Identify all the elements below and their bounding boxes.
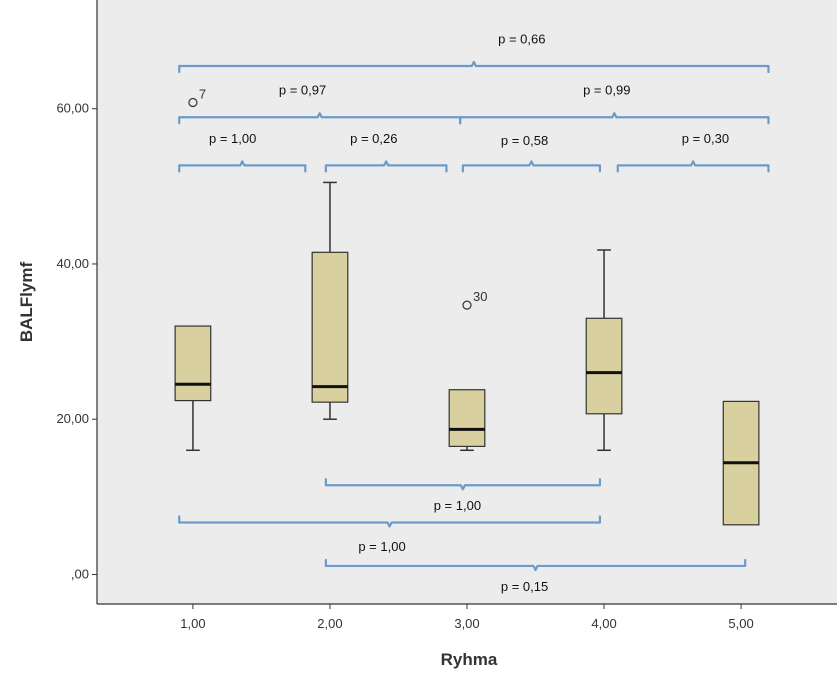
comparison-bracket bbox=[324, 478, 602, 491]
outliers: 7 30 bbox=[188, 86, 487, 310]
p-value-label: p = 0,58 bbox=[501, 133, 548, 148]
p-value-label: p = 1,00 bbox=[209, 131, 256, 146]
outlier-point bbox=[462, 300, 472, 310]
p-value-label: p = 0,26 bbox=[350, 131, 397, 146]
comparison-9: p = 1,00 bbox=[178, 515, 602, 554]
comparison-bracket bbox=[178, 515, 602, 528]
comparison-bracket bbox=[324, 558, 747, 572]
comparison-4: p = 1,00 bbox=[178, 131, 307, 173]
comparison-7: p = 0,30 bbox=[616, 131, 770, 173]
plot-area bbox=[97, 0, 837, 604]
y-axis-label: BALFlymf bbox=[17, 262, 36, 343]
box-group-2 bbox=[311, 181, 349, 420]
x-tick-label: 4,00 bbox=[591, 616, 616, 631]
comparison-8: p = 1,00 bbox=[324, 478, 602, 513]
x-tick-label: 2,00 bbox=[317, 616, 342, 631]
p-value-label: p = 0,30 bbox=[682, 131, 729, 146]
x-tick-label: 3,00 bbox=[454, 616, 479, 631]
box-group-1 bbox=[174, 325, 212, 452]
comparison-bracket bbox=[616, 160, 770, 173]
y-tick-label: ,00 bbox=[71, 566, 89, 581]
comparison-brackets: p = 0,66 p = 0,97 p = 0,99 p = 1,00 p = 0,26… bbox=[178, 31, 770, 594]
p-value-label: p = 0,97 bbox=[279, 83, 326, 98]
comparison-bracket bbox=[178, 60, 770, 74]
comparison-bracket bbox=[459, 112, 770, 125]
outlier-label: 30 bbox=[473, 289, 487, 304]
box-iqr bbox=[448, 389, 486, 448]
boxes bbox=[174, 181, 760, 526]
p-value-label: p = 0,66 bbox=[498, 31, 545, 46]
p-value-label: p = 0,15 bbox=[501, 579, 548, 594]
box-group-5 bbox=[722, 400, 760, 526]
comparison-3: p = 0,99 bbox=[459, 83, 770, 125]
comparison-5: p = 0,26 bbox=[324, 131, 448, 173]
y-axis: ,00 20,00 40,00 60,00 bbox=[56, 101, 97, 581]
comparison-6: p = 0,58 bbox=[461, 133, 602, 173]
comparison-10: p = 0,15 bbox=[324, 558, 747, 594]
y-tick-label: 20,00 bbox=[56, 411, 89, 426]
outlier-label: 7 bbox=[199, 86, 206, 101]
outlier-point bbox=[188, 97, 198, 108]
box-group-4 bbox=[585, 249, 623, 452]
y-tick-label: 60,00 bbox=[56, 101, 89, 116]
comparison-1: p = 0,66 bbox=[178, 31, 770, 74]
comparison-bracket bbox=[178, 160, 307, 173]
comparison-bracket bbox=[461, 160, 602, 173]
y-tick-label: 40,00 bbox=[56, 256, 89, 271]
p-value-label: p = 1,00 bbox=[358, 539, 405, 554]
box-iqr bbox=[585, 317, 623, 415]
box-iqr bbox=[311, 251, 349, 403]
x-tick-label: 1,00 bbox=[180, 616, 205, 631]
x-tick-label: 5,00 bbox=[728, 616, 753, 631]
p-value-label: p = 0,99 bbox=[583, 83, 630, 98]
p-value-label: p = 1,00 bbox=[434, 498, 481, 513]
x-axis-label: Ryhma bbox=[441, 650, 498, 669]
box-iqr bbox=[174, 325, 212, 402]
comparison-bracket bbox=[324, 160, 448, 173]
box-group-3 bbox=[448, 389, 486, 452]
x-axis: 1,00 2,00 3,00 4,00 5,00 bbox=[180, 604, 754, 631]
